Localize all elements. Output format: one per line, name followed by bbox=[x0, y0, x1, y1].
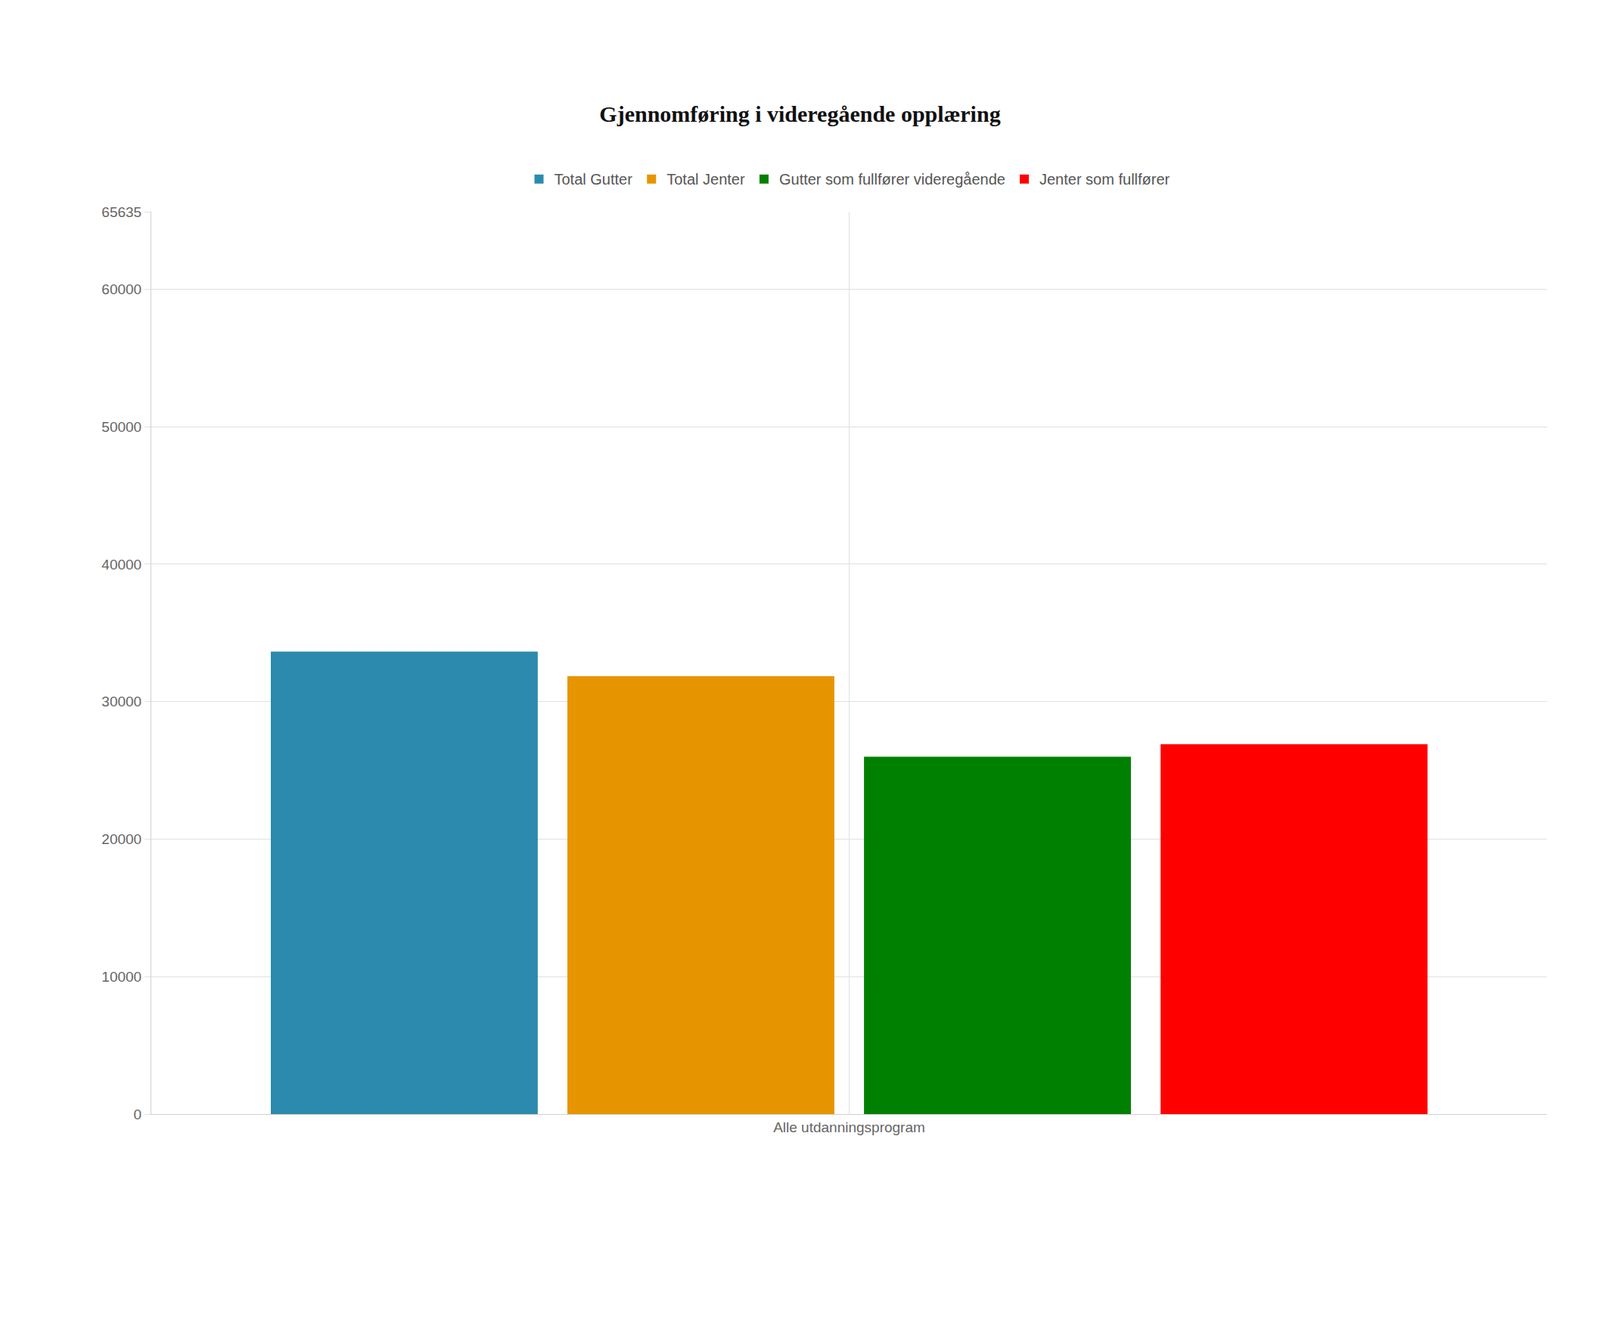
svg-text:10000: 10000 bbox=[101, 969, 142, 985]
svg-text:Alle utdanningsprogram: Alle utdanningsprogram bbox=[773, 1119, 926, 1136]
svg-text:60000: 60000 bbox=[101, 281, 142, 298]
svg-text:Gutter som fullfører videregåe: Gutter som fullfører videregående bbox=[779, 170, 1006, 188]
svg-text:40000: 40000 bbox=[101, 556, 142, 573]
svg-text:Jenter som fullfører: Jenter som fullfører bbox=[1039, 170, 1171, 188]
svg-text:20000: 20000 bbox=[101, 831, 142, 848]
svg-text:Total Jenter: Total Jenter bbox=[666, 170, 746, 188]
svg-text:65635: 65635 bbox=[101, 204, 142, 221]
svg-text:Gjennomføring i videregående o: Gjennomføring i videregående opplæring bbox=[599, 101, 1001, 127]
svg-text:50000: 50000 bbox=[101, 419, 142, 435]
svg-text:Total Gutter: Total Gutter bbox=[554, 170, 634, 188]
svg-text:0: 0 bbox=[133, 1106, 143, 1123]
svg-text:30000: 30000 bbox=[101, 693, 142, 710]
